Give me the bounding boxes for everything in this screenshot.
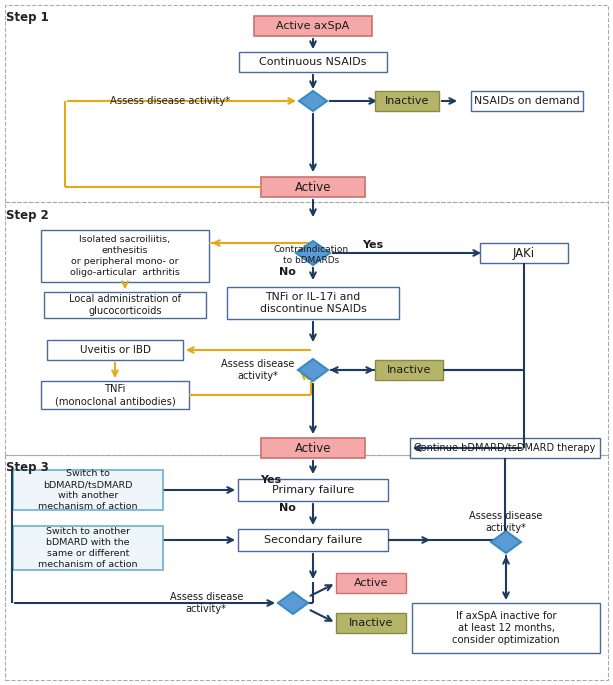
Text: If axSpA inactive for
at least 12 months,
consider optimization: If axSpA inactive for at least 12 months…	[452, 611, 560, 645]
Bar	[375, 91, 439, 111]
Polygon shape	[491, 531, 521, 553]
Bar	[471, 91, 583, 111]
Text: No: No	[278, 503, 295, 513]
Bar	[238, 479, 388, 501]
Bar	[480, 243, 568, 263]
Text: Assess disease
activity*: Assess disease activity*	[221, 359, 295, 381]
Text: Active: Active	[295, 181, 331, 193]
Text: Yes: Yes	[261, 475, 281, 485]
Polygon shape	[296, 241, 330, 265]
Text: Switch to another
bDMARD with the
same or different
mechanism of action: Switch to another bDMARD with the same o…	[38, 527, 138, 569]
Text: Local administration of
glucocorticoids: Local administration of glucocorticoids	[69, 294, 181, 316]
Text: Continuous NSAIDs: Continuous NSAIDs	[259, 57, 367, 67]
Bar	[261, 177, 365, 197]
Bar	[238, 529, 388, 551]
Text: TNFi or IL-17i and
discontinue NSAIDs: TNFi or IL-17i and discontinue NSAIDs	[260, 292, 367, 314]
Text: NSAIDs on demand: NSAIDs on demand	[474, 96, 580, 106]
Text: Active axSpA: Active axSpA	[276, 21, 349, 31]
Text: Inactive: Inactive	[385, 96, 429, 106]
Text: Active: Active	[295, 442, 331, 455]
Text: Uveitis or IBD: Uveitis or IBD	[80, 345, 151, 355]
Bar	[375, 360, 443, 380]
Text: Inactive: Inactive	[349, 618, 393, 628]
Bar	[261, 438, 365, 458]
Text: Step 2: Step 2	[6, 208, 48, 221]
Text: Continue bDMARD/tsDMARD therapy: Continue bDMARD/tsDMARD therapy	[414, 443, 596, 453]
Polygon shape	[278, 592, 308, 614]
Text: TNFi
(monoclonal antibodies): TNFi (monoclonal antibodies)	[55, 384, 175, 406]
Text: Assess disease activity*: Assess disease activity*	[110, 96, 230, 106]
Text: Primary failure: Primary failure	[272, 485, 354, 495]
Bar	[5, 202, 608, 455]
Bar	[44, 292, 206, 318]
Bar	[412, 603, 600, 653]
Text: Step 1: Step 1	[6, 10, 48, 23]
Bar	[13, 526, 163, 570]
Bar	[227, 287, 399, 319]
Bar	[336, 573, 406, 593]
Text: Isolated sacroiliitis,
enthesitis
or peripheral mono- or
oligo-articular  arthri: Isolated sacroiliitis, enthesitis or per…	[70, 236, 180, 277]
Text: Contraindication
to bDMARDs: Contraindication to bDMARDs	[273, 245, 349, 265]
Text: Secondary failure: Secondary failure	[264, 535, 362, 545]
Text: Switch to
bDMARD/tsDMARD
with another
mechanism of action: Switch to bDMARD/tsDMARD with another me…	[38, 469, 138, 510]
Text: No: No	[278, 267, 295, 277]
Bar	[47, 340, 183, 360]
Bar	[254, 16, 372, 36]
Bar	[410, 438, 600, 458]
Text: JAKi: JAKi	[513, 247, 535, 260]
Text: Assess disease
activity*: Assess disease activity*	[470, 511, 543, 533]
Bar	[239, 52, 387, 72]
Bar	[41, 381, 189, 409]
Bar	[5, 455, 608, 680]
Text: Yes: Yes	[362, 240, 384, 250]
Polygon shape	[298, 359, 328, 381]
Bar	[336, 613, 406, 633]
Text: Assess disease
activity*: Assess disease activity*	[170, 592, 243, 614]
Bar	[41, 230, 209, 282]
Text: Step 3: Step 3	[6, 462, 48, 475]
Text: Inactive: Inactive	[387, 365, 431, 375]
Polygon shape	[299, 91, 327, 111]
Bar	[5, 5, 608, 202]
Bar	[13, 470, 163, 510]
Text: Active: Active	[354, 578, 388, 588]
